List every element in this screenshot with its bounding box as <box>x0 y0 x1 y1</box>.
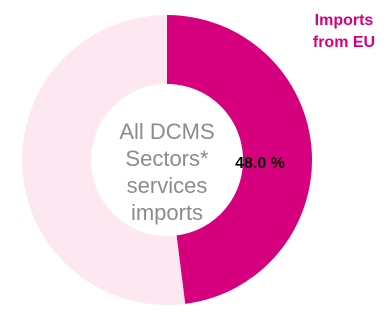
slice-data-label: 48.0 % <box>235 155 285 172</box>
center-label-line-4: imports <box>131 200 203 225</box>
donut-slice-1 <box>167 15 313 304</box>
donut-slice-2 <box>22 15 186 305</box>
legend-line-1: Imports <box>315 12 374 29</box>
center-label-line-2: Sectors* <box>125 146 209 171</box>
center-label-line-3: services <box>127 173 208 198</box>
center-label-line-1: All DCMS <box>119 119 214 144</box>
center-label: All DCMS Sectors* services imports <box>119 119 214 225</box>
donut-hole <box>91 84 243 236</box>
donut-slices <box>22 15 313 305</box>
legend: Imports from EU <box>313 12 375 51</box>
legend-line-2: from EU <box>313 34 375 51</box>
